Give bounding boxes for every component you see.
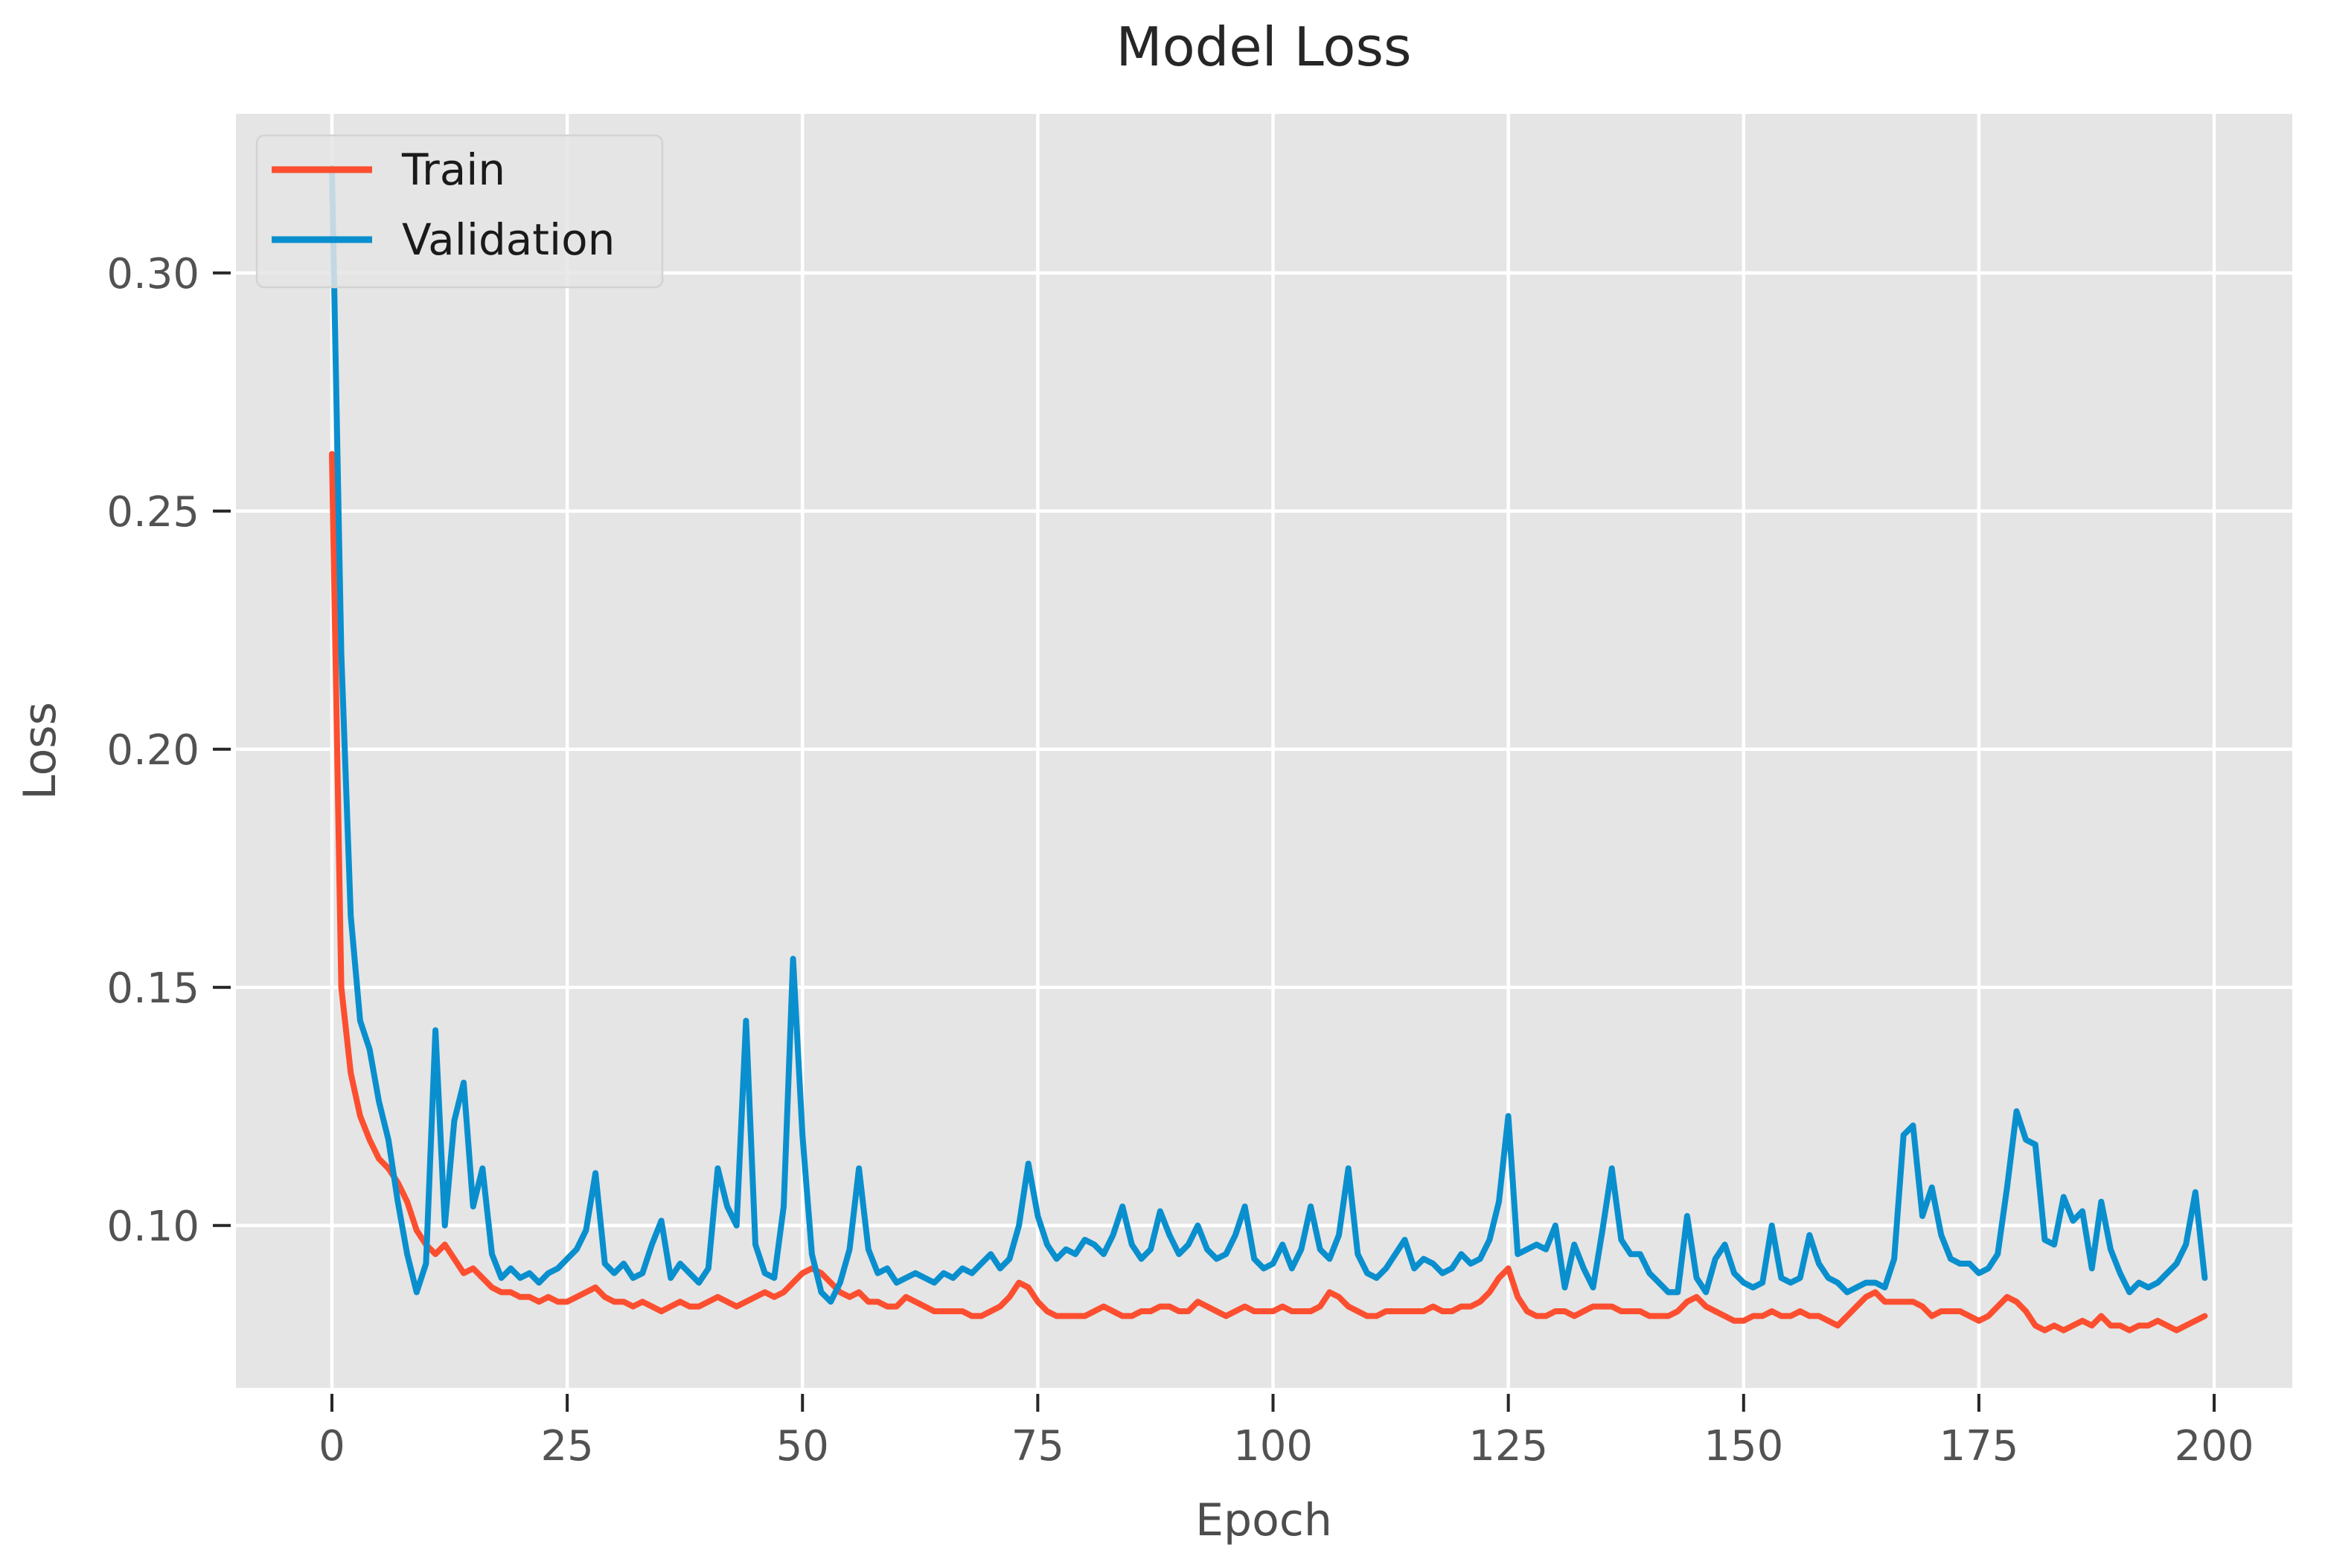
x-tick-label: 200 bbox=[2175, 1422, 2254, 1471]
series-line-train bbox=[329, 451, 2208, 1334]
series-lines bbox=[329, 165, 2208, 1334]
x-axis-label: Epoch bbox=[1195, 1494, 1332, 1546]
y-axis-label: Loss bbox=[14, 702, 66, 800]
series-line-validation bbox=[329, 165, 2208, 1305]
x-tick-label: 125 bbox=[1468, 1422, 1548, 1471]
y-tick-label: 0.25 bbox=[106, 488, 199, 537]
legend-box bbox=[255, 134, 664, 289]
y-tick-label: 0.15 bbox=[106, 964, 199, 1013]
x-tick-label: 25 bbox=[540, 1422, 593, 1471]
x-tick-label: 0 bbox=[319, 1422, 345, 1471]
x-tick-label: 100 bbox=[1233, 1422, 1313, 1471]
x-tick-label: 50 bbox=[776, 1422, 829, 1471]
gridlines bbox=[236, 114, 2292, 1388]
legend-validation-label: Validation bbox=[402, 214, 615, 265]
legend-train-label: Train bbox=[401, 144, 505, 195]
tick-labels: 0 25 50 75 100 125 150 175 200 0.10 0.15 0.20 0.25 0.… bbox=[106, 250, 2254, 1471]
tick-marks bbox=[213, 271, 2216, 1412]
y-tick-label: 0.30 bbox=[106, 250, 199, 298]
y-tick-label: 0.20 bbox=[106, 726, 199, 775]
x-tick-label: 150 bbox=[1704, 1422, 1783, 1471]
y-tick-label: 0.10 bbox=[106, 1203, 199, 1251]
legend: Train Validation bbox=[255, 134, 664, 289]
x-tick-label: 75 bbox=[1011, 1422, 1064, 1471]
x-tick-label: 175 bbox=[1939, 1422, 2018, 1471]
chart-title: Model Loss bbox=[1116, 16, 1412, 78]
